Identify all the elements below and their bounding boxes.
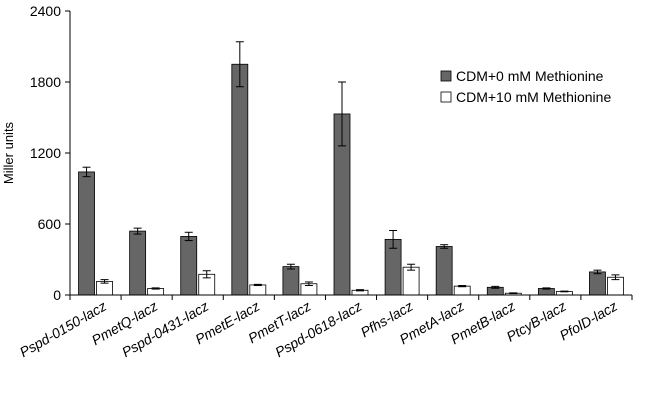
y-axis-ticks: 0 600 1200 1800 2400 — [30, 3, 633, 303]
bar-methionine-0mm — [589, 271, 606, 296]
bar-methionine-0mm — [435, 246, 453, 296]
bar-methionine-10mm — [453, 285, 471, 296]
bar-methionine-10mm — [249, 284, 267, 296]
y-tick-label: 2400 — [30, 3, 61, 19]
x-category-label: Pspd-0150-lacz — [17, 298, 109, 360]
y-tick-label: 0 — [53, 287, 61, 303]
bar-methionine-0mm — [180, 236, 198, 296]
y-tick-label: 1200 — [30, 145, 61, 161]
legend: CDM+0 mM Methionine CDM+10 mM Methionine — [440, 68, 611, 105]
bar-methionine-0mm — [231, 63, 249, 296]
y-tick-label: 1800 — [30, 74, 61, 90]
legend-swatch — [440, 70, 452, 82]
bar-methionine-0mm — [78, 171, 95, 296]
bar-methionine-0mm — [129, 230, 147, 296]
legend-label: CDM+10 mM Methionine — [456, 89, 611, 105]
y-tick-label: 600 — [38, 216, 62, 232]
plot-area — [78, 41, 624, 296]
x-category-label: Pspd-0618-lacz — [272, 298, 364, 360]
x-axis-labels: Pspd-0150-laczPmetQ-laczPspd-0431-laczPm… — [17, 298, 620, 360]
legend-label: CDM+0 mM Methionine — [456, 68, 604, 84]
legend-swatch — [440, 91, 452, 103]
x-category-label: Pspd-0431-lacz — [119, 298, 211, 360]
bar-methionine-10mm — [402, 266, 420, 296]
y-axis-title: Miller units — [1, 121, 16, 184]
bar-methionine-0mm — [282, 266, 300, 296]
x-category-label: PfolD-lacz — [557, 298, 620, 344]
